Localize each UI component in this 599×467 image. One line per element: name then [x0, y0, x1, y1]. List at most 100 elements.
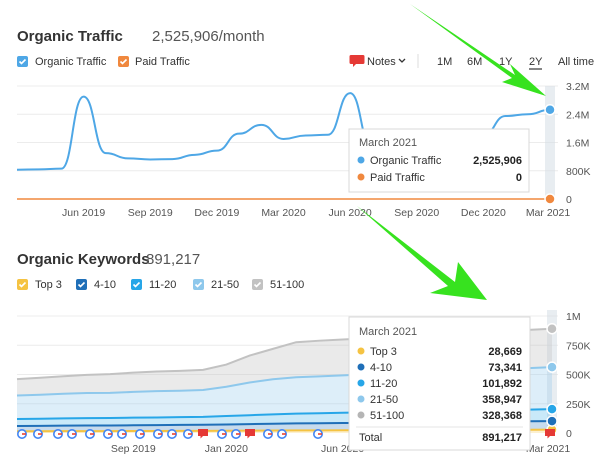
google-update-icon[interactable]: [103, 428, 114, 439]
keywords-legend-top-3[interactable]: Top 3: [17, 279, 62, 291]
x-tick-label: Mar 2020: [261, 207, 306, 219]
x-tick-label: Sep 2019: [111, 443, 156, 455]
traffic-x-axis: Jun 2019 Sep 2019 Dec 2019 Mar 2020 Jun 2020…: [62, 207, 570, 219]
tooltip-row-value: 73,341: [488, 362, 522, 374]
x-tick-label: Jun 2020: [329, 207, 372, 219]
hover-point-paid-traffic: [544, 193, 556, 205]
x-tick-label: Jan 2020: [205, 443, 248, 455]
google-update-icon[interactable]: [52, 428, 63, 439]
hover-point-organic-traffic: [544, 104, 556, 116]
range-all-time[interactable]: All time: [558, 56, 594, 68]
range-1m[interactable]: 1M: [437, 56, 452, 68]
tooltip-dot-paid: [357, 173, 365, 181]
check-icon: [18, 58, 27, 65]
google-update-icon[interactable]: [312, 428, 323, 439]
google-update-icon[interactable]: [32, 428, 43, 439]
x-tick-label: Sep 2020: [394, 207, 439, 219]
range-1y[interactable]: 1Y: [499, 56, 513, 68]
y-tick-label: 3.2M: [566, 81, 589, 93]
tooltip-row-label: 11-20: [370, 378, 397, 390]
note-shape: [545, 429, 555, 439]
hover-point-21-50: [546, 361, 558, 373]
tooltip-title: March 2021: [359, 137, 417, 149]
y-tick-label: 0: [566, 194, 572, 206]
traffic-legend-paid[interactable]: Paid Traffic: [118, 56, 190, 68]
note-icon[interactable]: [545, 429, 555, 439]
google-update-icon[interactable]: [183, 428, 194, 439]
google-update-icon[interactable]: [167, 428, 178, 439]
marker-bar: [122, 433, 126, 435]
y-tick-label: 1.6M: [566, 138, 589, 150]
google-update-icon[interactable]: [117, 428, 128, 439]
tooltip-row-value: 28,669: [488, 346, 522, 358]
keywords-event-markers: [16, 428, 555, 439]
traffic-legend-paid-label: Paid Traffic: [135, 56, 190, 68]
check-icon: [77, 281, 86, 288]
legend-label: 4-10: [94, 279, 116, 291]
y-tick-label: 2.4M: [566, 109, 589, 121]
google-update-icon[interactable]: [153, 428, 164, 439]
keywords-title-value: 891,217: [146, 251, 200, 268]
x-tick-label: Dec 2020: [461, 207, 506, 219]
check-icon: [253, 281, 262, 288]
tooltip-row-label: Top 3: [370, 346, 397, 358]
google-update-icon[interactable]: [135, 428, 146, 439]
green-arrow-icon: [357, 206, 487, 300]
legend-label: 21-50: [211, 279, 239, 291]
google-update-icon[interactable]: [276, 428, 287, 439]
x-tick-label: Jun 2019: [62, 207, 105, 219]
marker-bar: [72, 433, 76, 435]
tooltip-row-value: 328,368: [482, 410, 522, 422]
traffic-tooltip: March 2021 Organic Traffic 2,525,906 Pai…: [348, 128, 530, 193]
y-tick-label: 500K: [566, 370, 591, 382]
google-update-icon[interactable]: [16, 428, 27, 439]
x-tick-label: Mar 2021: [526, 207, 571, 219]
x-tick-label: Sep 2019: [128, 207, 173, 219]
keywords-legend-4-10[interactable]: 4-10: [76, 279, 116, 291]
google-update-icon[interactable]: [217, 428, 228, 439]
notes-label: Notes: [367, 56, 396, 68]
marker-bar: [236, 433, 240, 435]
note-shape: [245, 429, 255, 439]
note-icon[interactable]: [198, 429, 208, 439]
google-update-icon[interactable]: [262, 428, 273, 439]
google-update-icon[interactable]: [231, 428, 242, 439]
y-tick-label: 250K: [566, 399, 591, 411]
check-icon: [132, 281, 141, 288]
marker-bar: [222, 433, 226, 435]
tooltip-row-label: 51-100: [370, 410, 404, 422]
tooltip-value-paid: 0: [516, 172, 522, 184]
note-icon: [349, 55, 365, 67]
keywords-legend-21-50[interactable]: 21-50: [193, 279, 239, 291]
traffic-y-axis: 0 800K 1.6M 2.4M 3.2M: [566, 81, 591, 206]
chevron-down-icon: [398, 58, 406, 63]
google-update-icon[interactable]: [67, 428, 78, 439]
tooltip-total-label: Total: [359, 432, 382, 444]
organic-keywords-section: Organic Keywords 891,217 Top 3 4-10 11-20 2…: [16, 251, 591, 455]
tooltip-dot: [357, 379, 365, 387]
keywords-legend-51-100[interactable]: 51-100: [252, 279, 304, 291]
marker-bar: [90, 433, 94, 435]
notes-button[interactable]: Notes: [349, 55, 406, 68]
range-2y[interactable]: 2Y: [529, 56, 543, 70]
marker-bar: [38, 433, 42, 435]
keywords-legend-11-20[interactable]: 11-20: [131, 279, 176, 291]
tooltip-dot-organic: [357, 156, 365, 164]
tooltip-total-value: 891,217: [482, 432, 522, 444]
google-update-icon[interactable]: [85, 428, 96, 439]
check-icon: [119, 58, 128, 65]
check-icon: [18, 281, 27, 288]
note-icon[interactable]: [245, 429, 255, 439]
marker-bar: [108, 433, 112, 435]
tooltip-row-label: 4-10: [370, 362, 392, 374]
keywords-tooltip: March 2021 Top 3 28,669 4-10 73,341 11-20 101…: [348, 316, 531, 451]
range-6m[interactable]: 6M: [467, 56, 482, 68]
hover-band: [545, 86, 555, 199]
y-tick-label: 800K: [566, 166, 591, 178]
traffic-title: Organic Traffic: [17, 28, 123, 45]
traffic-legend-organic[interactable]: Organic Traffic: [17, 56, 107, 68]
keywords-y-axis: 0 250K 500K 750K 1M: [566, 311, 591, 440]
marker-bar: [22, 433, 26, 435]
range-2y-label: 2Y: [529, 56, 543, 68]
annotation-arrow-top: [410, 4, 546, 96]
